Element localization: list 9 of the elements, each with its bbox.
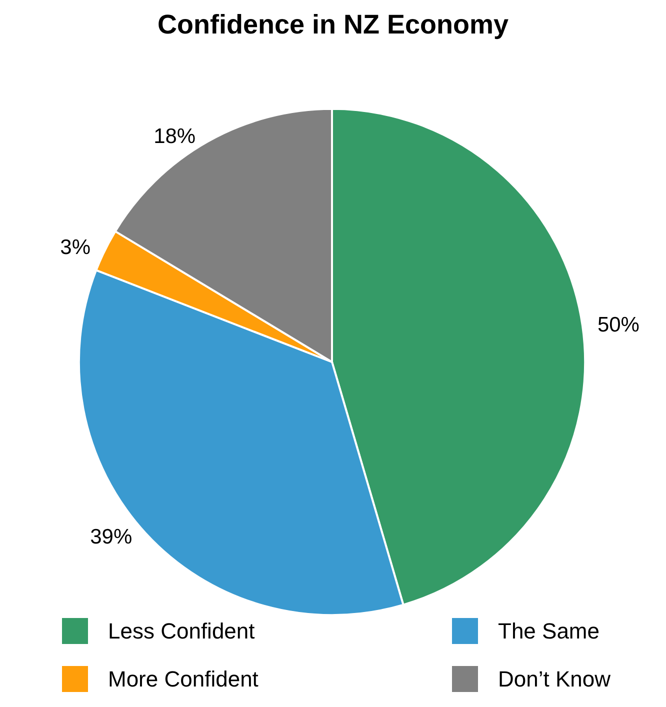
- data-label: 50%: [597, 314, 640, 337]
- data-label: 3%: [60, 236, 90, 260]
- data-label: 18%: [154, 124, 196, 148]
- chart-title: Confidence in NZ Economy: [157, 10, 509, 40]
- legend-label: The Same: [498, 618, 600, 644]
- legend-label: More Confident: [108, 666, 258, 692]
- legend-label: Less Confident: [108, 618, 255, 644]
- data-label: 39%: [90, 526, 132, 549]
- legend-label: Don’t Know: [498, 666, 611, 692]
